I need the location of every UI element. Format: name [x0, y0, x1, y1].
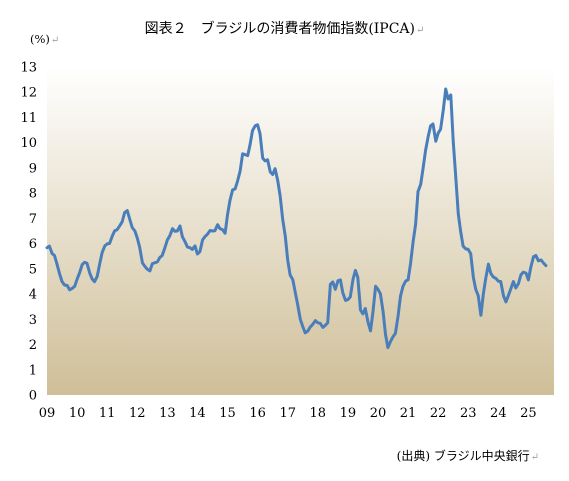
y-tick-label: 5 [29, 262, 37, 277]
x-tick-label: 23 [460, 406, 477, 421]
y-tick-label: 13 [20, 61, 37, 76]
x-tick-label: 13 [159, 406, 176, 421]
y-tick-label: 4 [29, 288, 37, 303]
chart-title: 図表２ ブラジルの消費者物価指数(IPCA)↵ [144, 21, 425, 37]
y-axis-unit-label: (%)↵ [30, 32, 60, 46]
plot-area [47, 67, 554, 395]
y-tick-label: 8 [29, 187, 37, 202]
y-tick-label: 1 [29, 363, 37, 378]
series-line-ipca [45, 87, 548, 350]
x-tick-label: 11 [99, 406, 116, 421]
x-tick-label: 22 [430, 406, 447, 421]
return-mark-icon: ↵ [416, 25, 425, 36]
x-tick-label: 18 [310, 406, 327, 421]
y-tick-label: 11 [20, 111, 37, 126]
x-tick-label: 09 [39, 406, 56, 421]
x-tick-label: 21 [400, 406, 417, 421]
x-tick-label: 17 [279, 406, 296, 421]
y-tick-label: 7 [29, 212, 37, 227]
x-tick-label: 20 [370, 406, 387, 421]
x-tick-label: 24 [490, 406, 507, 421]
source-note: (出典) ブラジル中央銀行↵ [396, 449, 539, 463]
y-tick-label: 10 [20, 136, 37, 151]
y-tick-label: 9 [29, 161, 37, 176]
y-tick-label: 3 [29, 313, 37, 328]
y-tick-label: 6 [29, 237, 37, 252]
x-tick-label: 14 [189, 406, 206, 421]
x-tick-label: 25 [520, 406, 537, 421]
return-mark-icon: ↵ [530, 452, 539, 463]
x-tick-label: 10 [69, 406, 86, 421]
y-tick-label: 2 [29, 338, 37, 353]
x-tick-label: 15 [219, 406, 236, 421]
y-tick-label: 12 [20, 86, 37, 101]
x-tick-label: 19 [340, 406, 357, 421]
x-axis: 09 10 11 12 13 14 15 16 17 18 19 20 21 22 23 24 25 [39, 406, 537, 421]
return-mark-icon: ↵ [50, 35, 60, 46]
x-tick-label: 12 [129, 406, 146, 421]
x-tick-label: 16 [249, 406, 266, 421]
y-tick-label: 0 [29, 389, 37, 404]
